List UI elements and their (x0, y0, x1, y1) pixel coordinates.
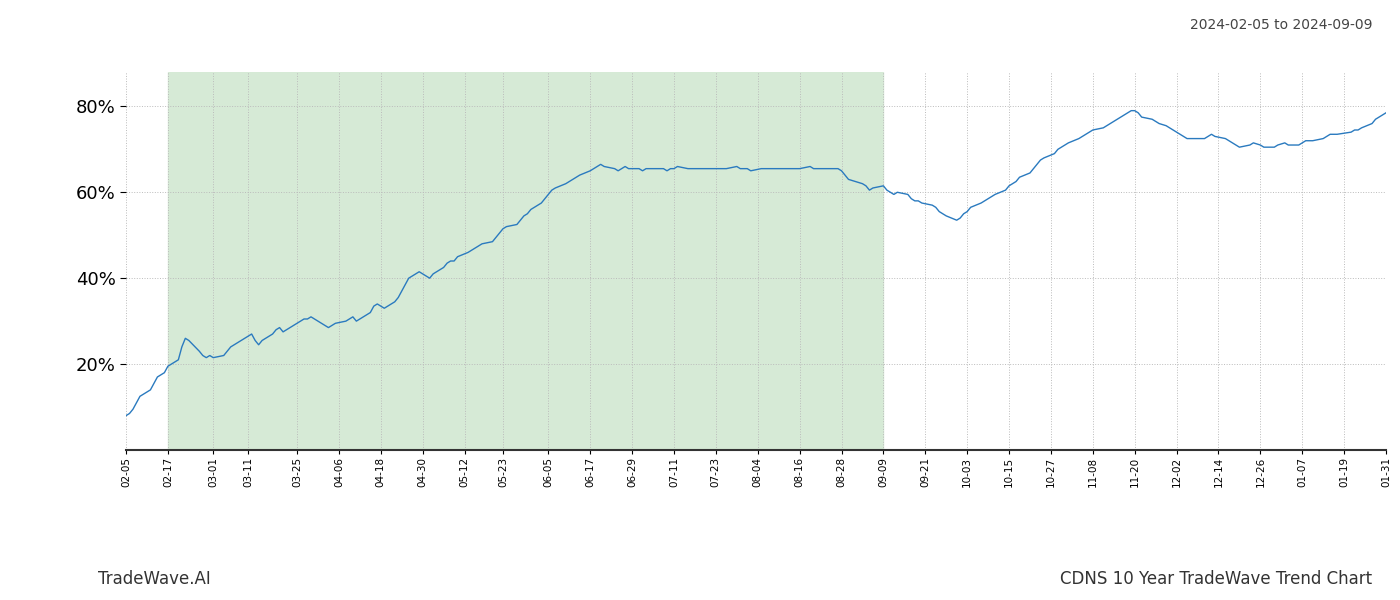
Bar (168, 72, 883, 450)
Text: CDNS 10 Year TradeWave Trend Chart: CDNS 10 Year TradeWave Trend Chart (1060, 570, 1372, 588)
Text: 2024-02-05 to 2024-09-09: 2024-02-05 to 2024-09-09 (1190, 18, 1372, 32)
Text: TradeWave.AI: TradeWave.AI (98, 570, 211, 588)
